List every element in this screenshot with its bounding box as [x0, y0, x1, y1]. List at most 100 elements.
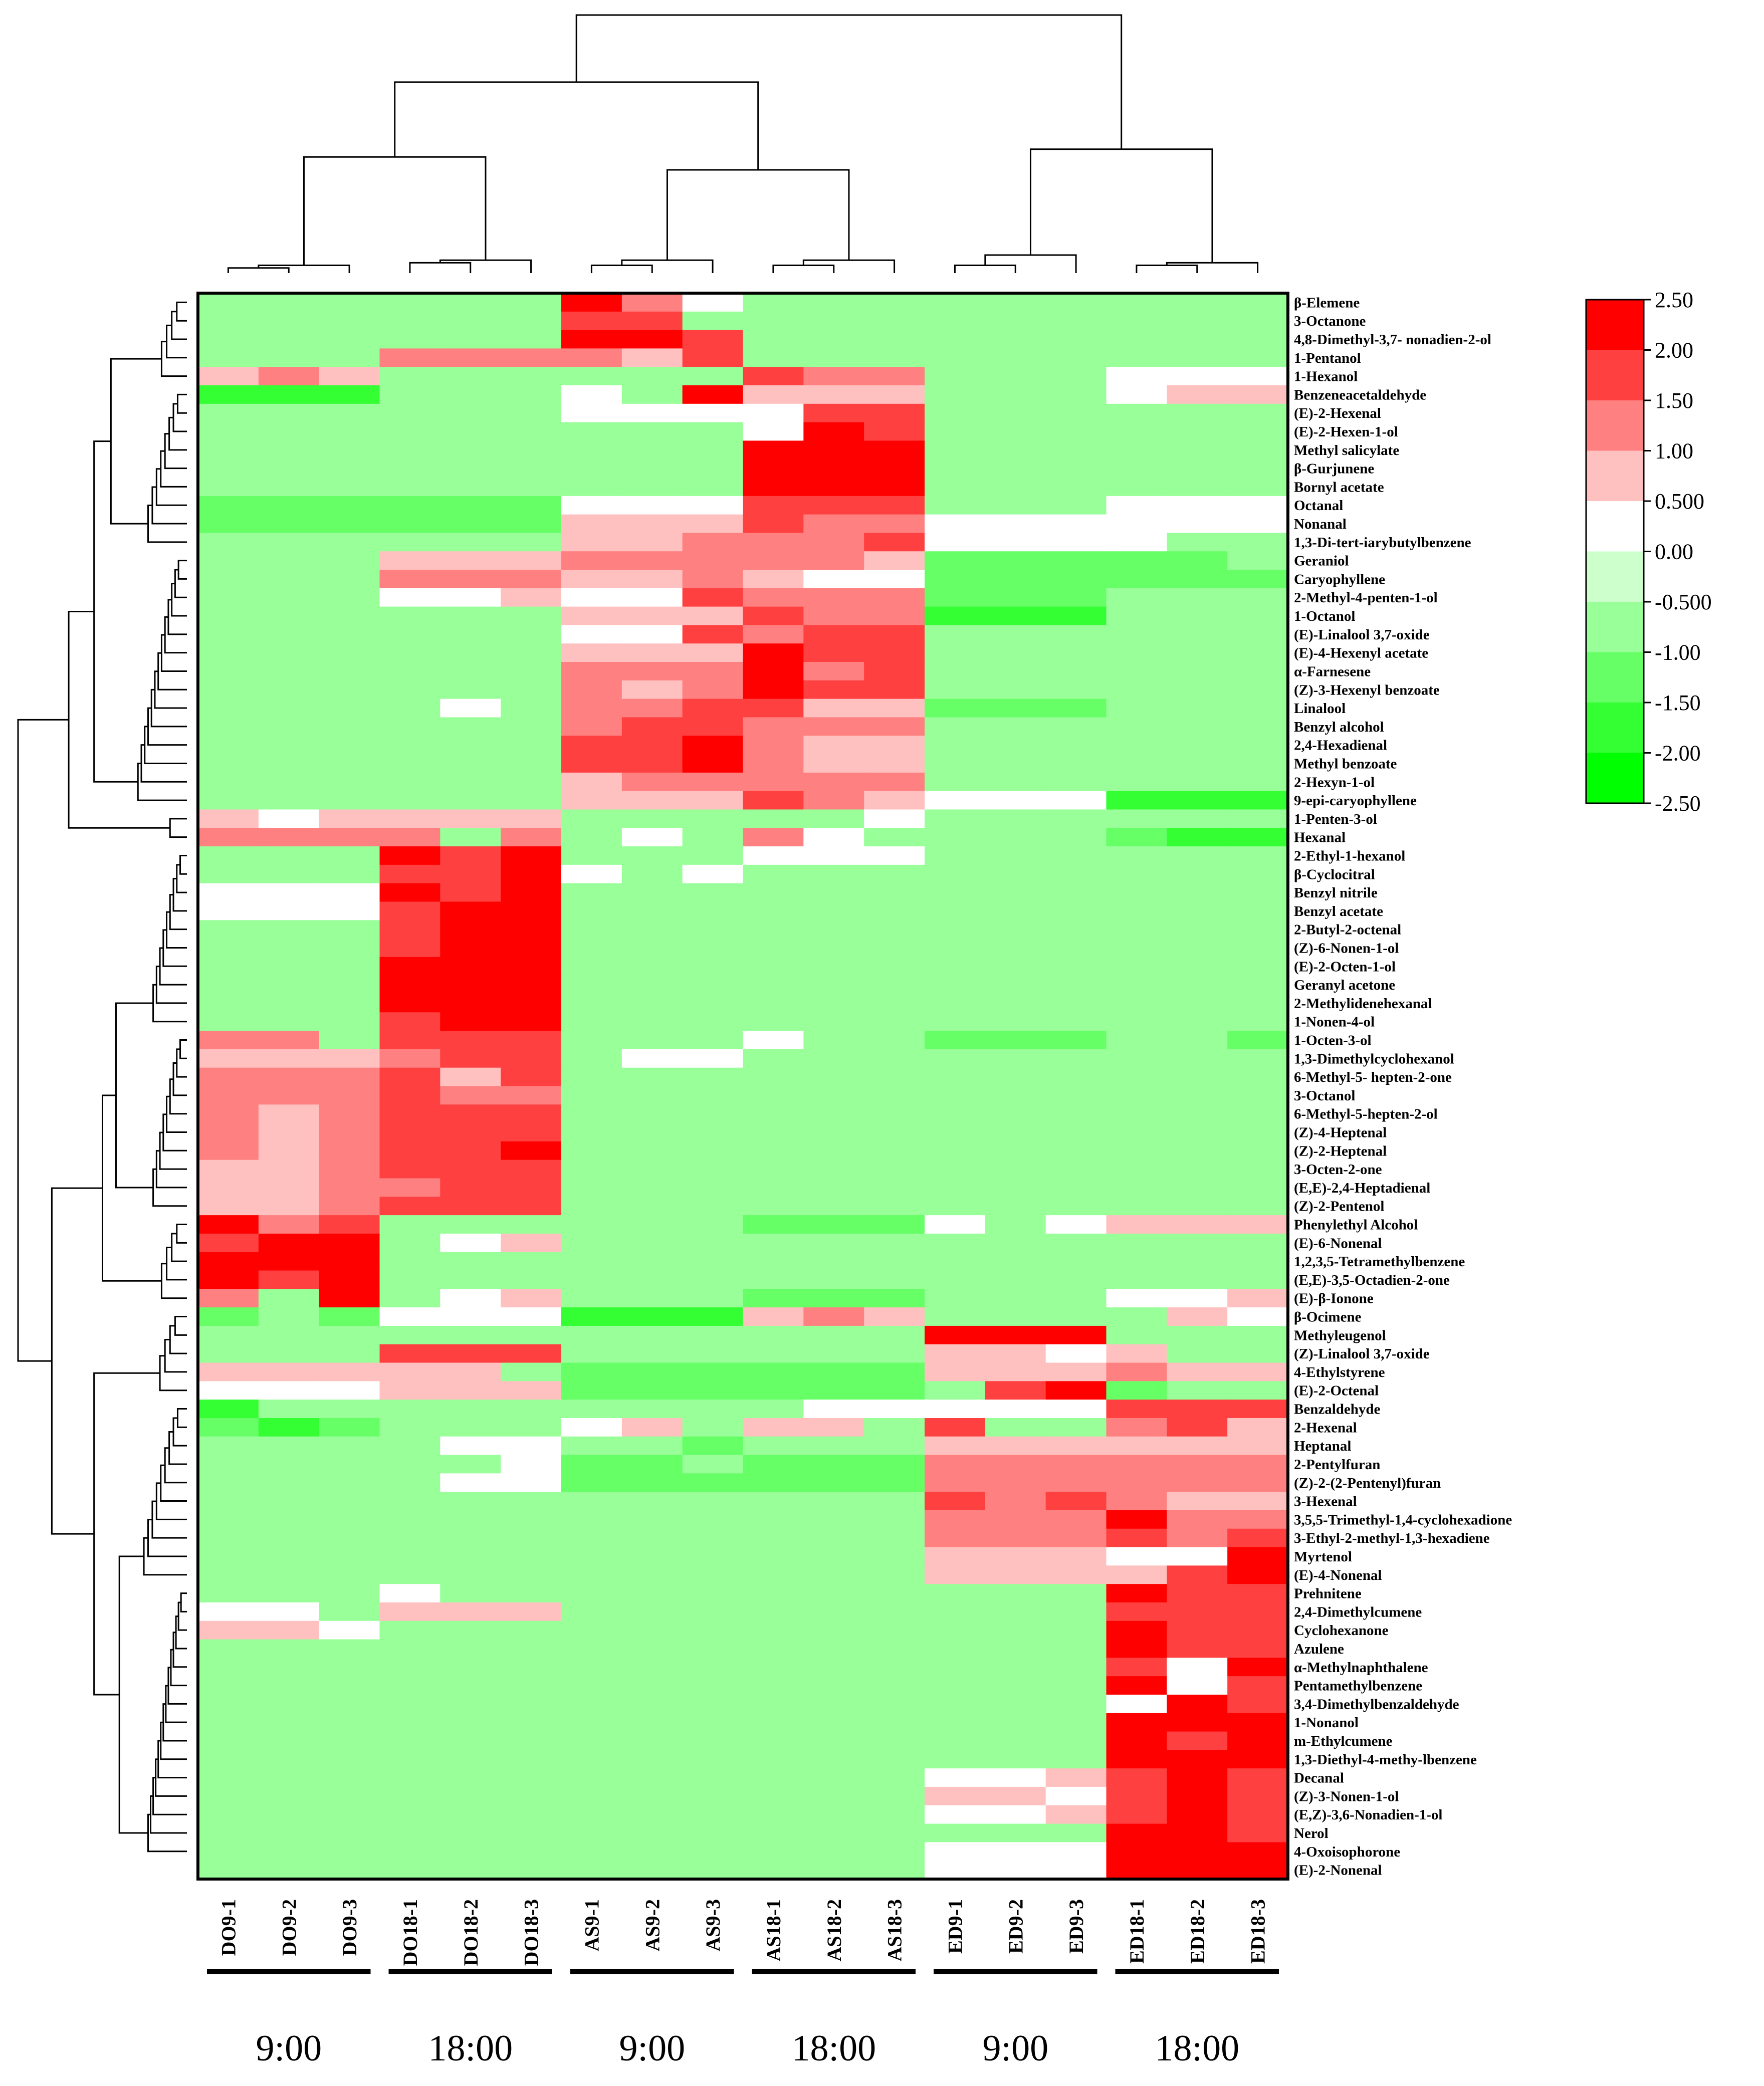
- heatmap-cell: [379, 1418, 440, 1437]
- heatmap-cell: [561, 920, 622, 939]
- heatmap-cell: [1227, 828, 1288, 847]
- heatmap-cell: [258, 1307, 320, 1326]
- heatmap-cell: [803, 1400, 864, 1419]
- heatmap-cell: [1045, 1842, 1107, 1861]
- row-label: (E)-6-Nonenal: [1294, 1235, 1382, 1251]
- heatmap-cell: [1227, 772, 1288, 792]
- heatmap-cell: [925, 1436, 986, 1456]
- heatmap-cell: [440, 1842, 501, 1861]
- heatmap-cell: [985, 717, 1046, 736]
- heatmap-cell: [440, 625, 501, 644]
- column-label: ED9-2: [1004, 1899, 1027, 1954]
- heatmap-cell: [925, 625, 986, 644]
- heatmap-cell: [440, 1123, 501, 1142]
- heatmap-cell: [621, 496, 683, 515]
- heatmap-cell: [985, 1510, 1046, 1529]
- row-label: Hexanal: [1294, 830, 1346, 846]
- heatmap-cell: [743, 330, 804, 349]
- heatmap-cell: [501, 367, 562, 386]
- heatmap-cell: [743, 422, 804, 441]
- heatmap-cell: [985, 1307, 1046, 1326]
- heatmap-cell: [440, 791, 501, 810]
- heatmap-cell: [198, 975, 259, 995]
- legend-tick-label: -1.00: [1655, 640, 1701, 665]
- heatmap-cell: [1227, 1141, 1288, 1161]
- heatmap-cell: [1227, 1473, 1288, 1492]
- dendrogram-branch: [169, 1325, 187, 1354]
- heatmap-cell: [621, 1215, 683, 1234]
- heatmap-cell: [985, 422, 1046, 441]
- heatmap-cell: [925, 975, 986, 995]
- heatmap-cell: [1045, 809, 1107, 828]
- heatmap-cell: [985, 1067, 1046, 1087]
- heatmap-cell: [1106, 920, 1167, 939]
- heatmap-cell: [985, 1658, 1046, 1677]
- heatmap-cell: [743, 1289, 804, 1308]
- heatmap-cell: [319, 588, 380, 607]
- heatmap-cell: [985, 1418, 1046, 1437]
- heatmap-cell: [1227, 643, 1288, 662]
- heatmap-cell: [501, 459, 562, 478]
- heatmap-cell: [198, 883, 259, 902]
- group-bar: [207, 1969, 371, 1974]
- heatmap-cell: [379, 1362, 440, 1381]
- heatmap-cell: [379, 1067, 440, 1087]
- heatmap-cell: [1106, 1400, 1167, 1419]
- heatmap-cell: [1045, 1031, 1107, 1050]
- heatmap-cell: [379, 551, 440, 570]
- heatmap-cell: [561, 1805, 622, 1824]
- heatmap-cell: [440, 533, 501, 552]
- heatmap-cell: [682, 459, 744, 478]
- heatmap-cell: [985, 1344, 1046, 1363]
- heatmap-cell: [864, 1160, 925, 1179]
- heatmap-cell: [1167, 422, 1228, 441]
- heatmap-cell: [440, 1400, 501, 1419]
- heatmap-cell: [621, 828, 683, 847]
- heatmap-cell: [1227, 440, 1288, 459]
- dendrogram-branch: [93, 1372, 160, 1696]
- heatmap-cell: [319, 1160, 380, 1179]
- heatmap-cell: [440, 1160, 501, 1179]
- heatmap-cell: [319, 367, 380, 386]
- heatmap-cell: [319, 1528, 380, 1548]
- heatmap-cell: [561, 1086, 622, 1105]
- heatmap-cell: [1106, 699, 1167, 718]
- heatmap-cell: [258, 1289, 320, 1308]
- heatmap-cell: [1045, 1786, 1107, 1806]
- heatmap-cell: [1106, 643, 1167, 662]
- heatmap-cell: [561, 791, 622, 810]
- heatmap-cell: [1167, 939, 1228, 958]
- heatmap-cell: [440, 459, 501, 478]
- heatmap-cell: [319, 1270, 380, 1289]
- heatmap-cell: [1227, 1344, 1288, 1363]
- dendrogram-branch: [68, 610, 170, 829]
- heatmap-cell: [198, 367, 259, 386]
- heatmap-cell: [682, 1842, 744, 1861]
- heatmap-cell: [561, 846, 622, 865]
- heatmap-cell: [1045, 1418, 1107, 1437]
- heatmap-cell: [1045, 1584, 1107, 1603]
- row-label: Geranyl acetone: [1294, 977, 1395, 993]
- heatmap-cell: [501, 1215, 562, 1234]
- heatmap-cell: [258, 1141, 320, 1161]
- heatmap-cell: [682, 1473, 744, 1492]
- heatmap-cell: [561, 293, 622, 312]
- heatmap-cell: [621, 1731, 683, 1750]
- heatmap-cell: [1167, 311, 1228, 331]
- heatmap-cell: [440, 1713, 501, 1732]
- heatmap-cell: [319, 1123, 380, 1142]
- heatmap-cell: [440, 403, 501, 423]
- heatmap-cell: [1167, 864, 1228, 884]
- heatmap-cell: [440, 1565, 501, 1584]
- heatmap-cell: [1227, 1713, 1288, 1732]
- heatmap-cell: [1227, 1768, 1288, 1787]
- heatmap-cell: [621, 1418, 683, 1437]
- heatmap-cell: [743, 920, 804, 939]
- heatmap-cell: [198, 1215, 259, 1234]
- row-label: β-Gurjunene: [1294, 461, 1374, 477]
- heatmap-cell: [440, 1805, 501, 1824]
- heatmap-cell: [258, 1270, 320, 1289]
- heatmap-cell: [803, 1436, 864, 1456]
- heatmap-cell: [621, 809, 683, 828]
- heatmap-cell: [1106, 1381, 1167, 1400]
